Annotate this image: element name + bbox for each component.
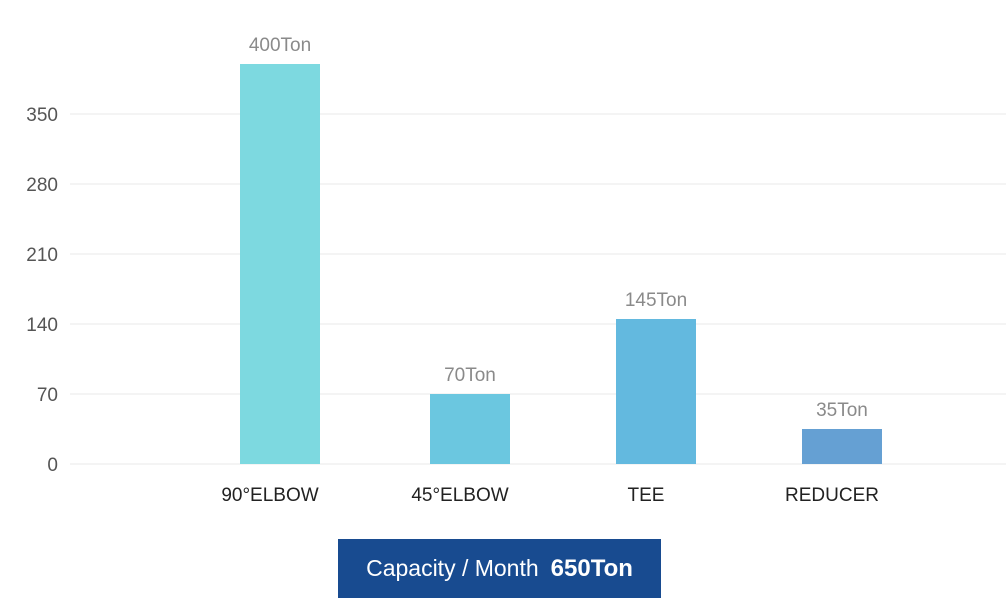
bar [616,319,696,464]
capacity-value: 650Ton [550,554,633,582]
data-label: 145Ton [625,290,687,311]
category-label: 45°ELBOW [411,485,508,506]
bar [240,64,320,464]
category-label: 90°ELBOW [221,485,318,506]
y-tick-label: 210 [26,245,58,266]
y-tick-label: 350 [26,105,58,126]
category-label: TEE [628,485,665,506]
data-label: 400Ton [249,35,311,56]
data-label: 35Ton [816,400,868,421]
capacity-summary-box: Capacity / Month 650Ton [338,539,661,598]
y-tick-label: 140 [26,315,58,336]
bar-chart: 0 70 140 210 280 350 400Ton 90°ELBOW 70Ton 45°ELB… [26,35,1006,506]
bar [802,429,882,464]
category-label: REDUCER [785,485,879,506]
y-tick-label: 280 [26,175,58,196]
y-tick-label: 70 [37,385,58,406]
capacity-label: Capacity / Month [366,555,539,581]
data-label: 70Ton [444,365,496,386]
bar [430,394,510,464]
y-tick-label: 0 [47,455,58,476]
